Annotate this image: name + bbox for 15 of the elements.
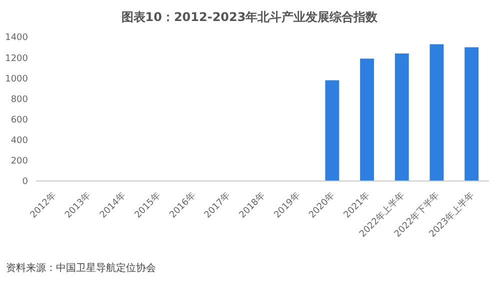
- y-tick-label: 400: [10, 136, 28, 146]
- y-tick-label: 800: [10, 94, 28, 105]
- bar: [464, 47, 479, 181]
- chart-title: 图表10：2012-2023年北斗产业发展综合指数: [120, 9, 379, 26]
- y-tick-label: 0: [22, 177, 28, 188]
- y-tick-label: 1000: [5, 74, 28, 84]
- bar: [325, 80, 340, 181]
- y-tick-label: 600: [10, 115, 28, 126]
- y-tick-label: 1400: [5, 33, 28, 44]
- text: 资料来源：中国卫星导航定位协会: [6, 262, 157, 275]
- y-tick-label: 200: [10, 156, 28, 167]
- bar: [360, 58, 374, 181]
- y-tick-label: 1200: [5, 54, 28, 64]
- bar: [430, 44, 444, 181]
- bar: [394, 53, 409, 181]
